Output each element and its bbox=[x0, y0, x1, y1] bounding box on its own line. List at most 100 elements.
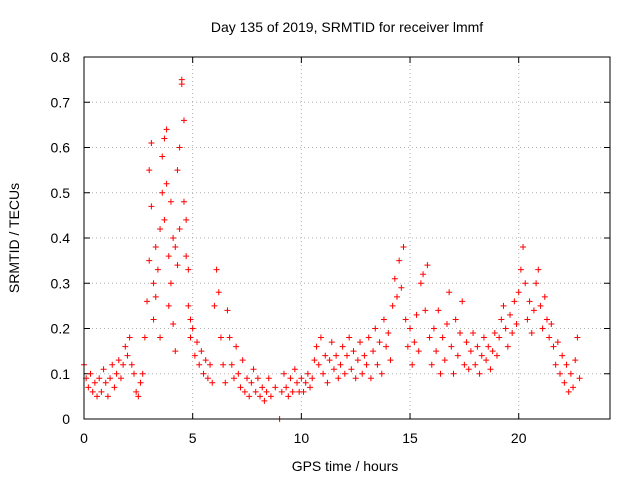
data-point bbox=[174, 167, 181, 174]
data-point bbox=[530, 307, 537, 314]
data-point bbox=[404, 343, 411, 350]
data-point bbox=[311, 357, 318, 364]
data-point bbox=[337, 361, 344, 368]
data-point bbox=[294, 379, 301, 386]
data-point bbox=[263, 388, 270, 395]
data-point bbox=[157, 334, 164, 341]
data-point bbox=[315, 361, 322, 368]
data-point bbox=[122, 343, 129, 350]
data-point bbox=[137, 379, 144, 386]
data-point bbox=[365, 334, 372, 341]
plot-frame bbox=[83, 56, 611, 420]
data-point bbox=[483, 357, 490, 364]
x-tick-label: 5 bbox=[189, 430, 197, 446]
data-point bbox=[215, 289, 222, 296]
data-point bbox=[370, 348, 377, 355]
data-point bbox=[111, 384, 118, 391]
x-tick-label: 0 bbox=[80, 430, 88, 446]
data-point bbox=[185, 302, 192, 309]
data-point bbox=[535, 266, 542, 273]
data-point bbox=[493, 352, 500, 359]
data-point bbox=[537, 302, 544, 309]
data-point bbox=[430, 325, 437, 332]
data-point bbox=[165, 253, 172, 260]
data-point bbox=[157, 225, 164, 232]
data-point bbox=[152, 244, 159, 251]
data-point bbox=[159, 189, 166, 196]
data-point bbox=[541, 293, 548, 300]
data-point bbox=[289, 388, 296, 395]
data-point bbox=[374, 361, 381, 368]
data-point bbox=[172, 348, 179, 355]
data-point bbox=[146, 257, 153, 264]
data-point bbox=[150, 280, 157, 287]
data-point bbox=[422, 307, 429, 314]
data-point bbox=[393, 293, 400, 300]
tick-labels: 0 5 10 15 20 0 0.1 0.2 0.3 0.4 0.5 0.6 0.7 0.8 bbox=[51, 49, 527, 446]
data-point bbox=[115, 357, 122, 364]
chart-title: Day 135 of 2019, SRMTID for receiver lmm… bbox=[211, 19, 483, 35]
data-point bbox=[211, 302, 218, 309]
data-point bbox=[387, 357, 394, 364]
data-point bbox=[550, 343, 557, 350]
data-point bbox=[500, 302, 507, 309]
data-point bbox=[324, 379, 331, 386]
data-point bbox=[250, 366, 257, 373]
data-point bbox=[344, 352, 350, 359]
data-point bbox=[302, 379, 309, 386]
data-point bbox=[200, 370, 207, 377]
data-point bbox=[139, 370, 146, 377]
data-point bbox=[513, 320, 520, 327]
data-point bbox=[485, 343, 492, 350]
x-tick-label: 20 bbox=[511, 430, 527, 446]
data-point bbox=[187, 316, 194, 323]
data-point bbox=[398, 284, 405, 291]
data-point bbox=[198, 348, 205, 355]
data-point bbox=[174, 262, 181, 269]
data-point bbox=[509, 330, 516, 337]
data-point bbox=[241, 388, 248, 395]
data-point bbox=[317, 334, 324, 341]
data-point bbox=[246, 393, 253, 400]
data-point bbox=[196, 361, 203, 368]
data-point bbox=[224, 307, 231, 314]
data-point bbox=[100, 366, 107, 373]
data-point bbox=[209, 379, 216, 386]
data-point bbox=[561, 379, 568, 386]
data-point bbox=[439, 334, 446, 341]
data-point bbox=[491, 330, 498, 337]
data-point bbox=[446, 289, 453, 296]
data-point bbox=[207, 361, 214, 368]
data-point bbox=[220, 361, 227, 368]
data-point bbox=[146, 167, 153, 174]
data-point bbox=[572, 357, 579, 364]
data-point bbox=[152, 293, 159, 300]
data-point bbox=[161, 135, 168, 142]
data-point bbox=[141, 334, 148, 341]
data-point bbox=[261, 397, 268, 404]
data-point bbox=[443, 320, 450, 327]
data-point bbox=[154, 266, 161, 273]
data-point bbox=[189, 325, 196, 332]
data-point bbox=[178, 81, 185, 88]
data-point bbox=[89, 388, 96, 395]
data-point bbox=[478, 352, 485, 359]
data-point bbox=[524, 316, 531, 323]
data-point bbox=[300, 388, 307, 395]
data-point bbox=[574, 334, 581, 341]
data-point bbox=[163, 126, 170, 133]
data-point bbox=[265, 375, 272, 382]
data-point bbox=[161, 216, 168, 223]
y-tick-label: 0.7 bbox=[51, 94, 71, 110]
data-point bbox=[322, 352, 329, 359]
data-point bbox=[385, 330, 392, 337]
data-point bbox=[496, 334, 503, 341]
data-point bbox=[400, 244, 407, 251]
y-tick-label: 0.8 bbox=[51, 49, 71, 65]
data-point bbox=[552, 361, 559, 368]
data-point bbox=[120, 361, 127, 368]
data-point bbox=[244, 375, 251, 382]
data-point bbox=[372, 325, 379, 332]
data-point bbox=[407, 325, 414, 332]
